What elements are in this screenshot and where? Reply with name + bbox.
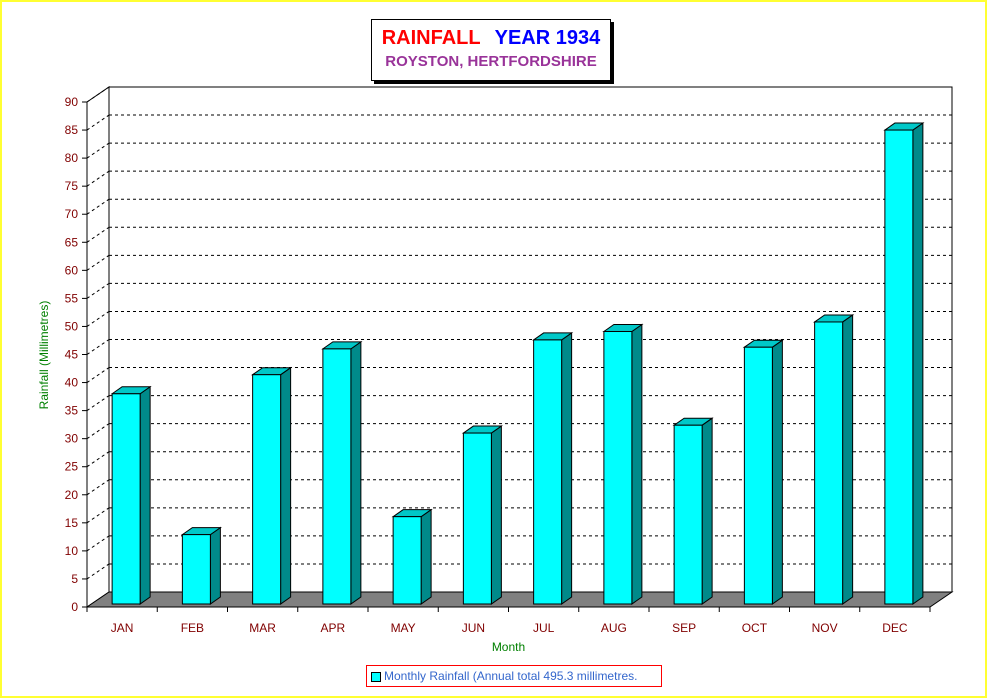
bar — [533, 339, 563, 605]
gridline-side — [86, 339, 110, 355]
gridline-side — [86, 86, 110, 103]
legend-label: Monthly Rainfall (Annual total 495.3 mil… — [384, 669, 638, 683]
chart-subtitle: ROYSTON, HERTFORDSHIRE — [385, 53, 597, 70]
legend-swatch — [371, 671, 381, 682]
x-tick-label: JUN — [462, 621, 485, 635]
bar — [392, 516, 422, 605]
y-axis-label: Rainfall (Millimetres) — [37, 301, 51, 410]
bar-side — [701, 417, 713, 605]
x-tick-label: NOV — [812, 621, 838, 635]
chart-title: RAINFALL YEAR 1934 — [372, 27, 610, 50]
y-tick-label: 85 — [65, 123, 79, 137]
y-tick-label: 90 — [65, 95, 79, 109]
gridline-side — [86, 170, 110, 187]
chart-legend: Monthly Rainfall (Annual total 495.3 mil… — [366, 665, 662, 687]
gridline-side — [86, 226, 110, 243]
y-tick-label: 70 — [65, 207, 79, 221]
gridline-side — [86, 254, 110, 271]
y-tick-label: 55 — [65, 291, 79, 305]
bar-side — [139, 385, 151, 605]
bar-side — [280, 366, 292, 605]
x-tick-label: AUG — [601, 621, 627, 635]
bar-side — [912, 122, 924, 605]
gridline-side — [86, 282, 110, 299]
bar — [673, 424, 703, 605]
gridline-side — [86, 395, 110, 412]
bar-side — [561, 331, 573, 605]
x-tick-label: MAR — [249, 621, 276, 635]
bar-side — [490, 425, 502, 605]
gridline-side — [86, 563, 110, 580]
bar-side — [420, 508, 432, 605]
y-tick-label: 65 — [65, 235, 79, 249]
y-tick-label: 0 — [71, 600, 78, 614]
bar-side — [842, 313, 854, 605]
gridline-side — [86, 114, 110, 131]
bar-side — [350, 340, 362, 605]
y-tick-label: 40 — [65, 376, 79, 390]
bar — [743, 346, 773, 605]
gridline-side — [86, 451, 110, 468]
gridline-side — [86, 507, 110, 524]
y-tick-label: 35 — [65, 404, 79, 418]
gridline-side — [86, 535, 110, 552]
x-tick-label: OCT — [742, 621, 768, 635]
y-tick-label: 80 — [65, 151, 79, 165]
x-tick-label: DEC — [882, 621, 908, 635]
x-tick-label: SEP — [672, 621, 696, 635]
y-tick-label: 75 — [65, 179, 79, 193]
x-tick-label: APR — [321, 621, 346, 635]
bar — [111, 393, 141, 605]
gridline-side — [86, 311, 110, 327]
title-year: YEAR 1934 — [494, 27, 601, 49]
title-rainfall: RAINFALL — [381, 27, 481, 49]
chart-title-box: RAINFALL YEAR 1934 ROYSTON, HERTFORDSHIRE — [371, 19, 611, 81]
gridline-side — [86, 479, 110, 496]
bar — [322, 348, 352, 605]
y-tick-label: 45 — [65, 348, 79, 362]
bar — [884, 129, 914, 605]
bar — [814, 321, 844, 605]
bar — [181, 534, 211, 605]
bar-side — [209, 526, 221, 605]
y-tick-label: 5 — [71, 572, 78, 586]
x-tick-label: FEB — [181, 621, 204, 635]
x-tick-label: MAY — [391, 621, 416, 635]
gridline-side — [86, 142, 110, 159]
bar-side — [631, 323, 643, 605]
y-tick-label: 30 — [65, 432, 79, 446]
x-tick-label: JAN — [111, 621, 134, 635]
bar — [603, 330, 633, 605]
bar — [252, 374, 282, 605]
y-tick-label: 15 — [65, 516, 79, 530]
gridline-side — [86, 367, 110, 383]
gridline-side — [86, 423, 110, 440]
bar — [462, 432, 492, 605]
x-tick-label: JUL — [533, 621, 555, 635]
y-tick-label: 25 — [65, 460, 79, 474]
y-tick-label: 60 — [65, 263, 79, 277]
y-tick-label: 50 — [65, 319, 79, 333]
bar-side — [771, 339, 783, 605]
y-tick-label: 10 — [65, 544, 79, 558]
gridline-side — [86, 198, 110, 215]
y-tick-label: 20 — [65, 488, 79, 502]
x-axis-label: Month — [492, 640, 525, 654]
